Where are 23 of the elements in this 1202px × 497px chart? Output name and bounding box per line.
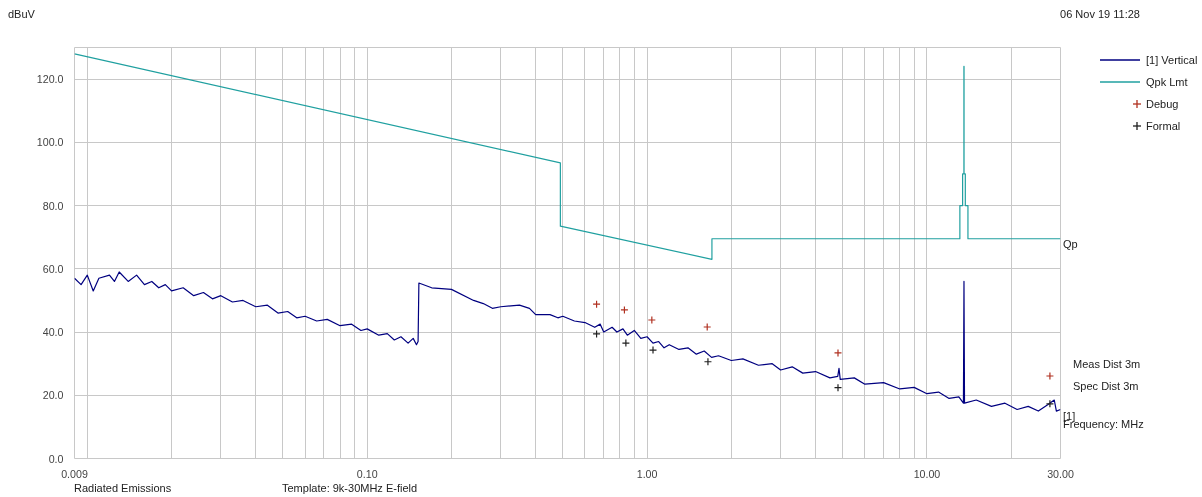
annotation: 06 Nov 19 11:28 [1060, 8, 1140, 20]
legend-label: [1] Vertical [1146, 54, 1198, 66]
x-tick-label: 10.00 [913, 467, 941, 480]
y-tick-label: 20.0 [42, 389, 64, 402]
legend-label: Qpk Lmt [1146, 76, 1188, 88]
annotation: Qp [1063, 238, 1078, 250]
y-tick-label: 40.0 [42, 326, 64, 339]
x-tick-label: 30.00 [1047, 467, 1074, 480]
y-tick-label: 120.0 [36, 73, 64, 86]
y-tick-label: 80.0 [42, 199, 64, 212]
ylabel: dBuV [8, 8, 35, 20]
annotation: Template: 9k-30MHz E-field [282, 482, 418, 494]
annotation: Meas Dist 3m [1073, 358, 1141, 370]
legend-label: Formal [1146, 120, 1181, 132]
x-tick-label: 0.009 [61, 467, 88, 480]
y-tick-label: 60.0 [42, 262, 64, 275]
y-tick-label: 0.0 [48, 452, 64, 465]
y-tick-label: 100.0 [36, 136, 64, 149]
annotation: Spec Dist 3m [1073, 380, 1139, 392]
legend-label: Debug [1146, 98, 1179, 110]
annotation: Radiated Emissions [74, 482, 172, 494]
x-tick-label: 0.10 [356, 467, 378, 480]
x-tick-label: 1.00 [636, 467, 658, 480]
